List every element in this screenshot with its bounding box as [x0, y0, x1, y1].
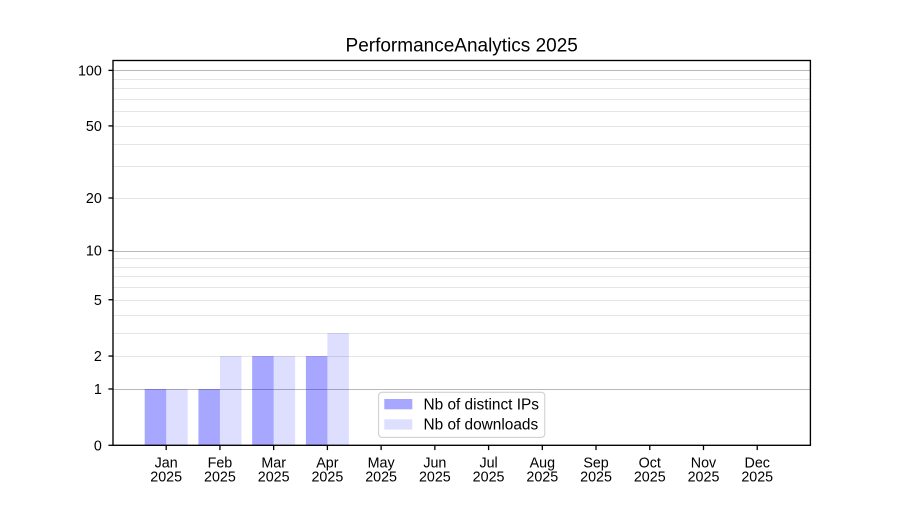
svg-text:0: 0	[94, 438, 102, 454]
svg-text:5: 5	[94, 293, 102, 309]
svg-text:2025: 2025	[365, 470, 397, 486]
svg-text:1: 1	[94, 382, 102, 398]
svg-text:Oct: Oct	[639, 456, 661, 472]
svg-text:2025: 2025	[473, 470, 505, 486]
svg-text:2025: 2025	[580, 470, 612, 486]
svg-text:2025: 2025	[741, 470, 773, 486]
svg-text:2: 2	[94, 349, 102, 365]
svg-text:Apr: Apr	[316, 456, 338, 472]
svg-text:Nb of distinct IPs: Nb of distinct IPs	[424, 396, 540, 413]
svg-text:2025: 2025	[311, 470, 343, 486]
svg-text:50: 50	[86, 119, 102, 135]
svg-text:100: 100	[78, 63, 102, 79]
svg-text:Dec: Dec	[745, 456, 770, 472]
svg-text:Nb of downloads: Nb of downloads	[424, 416, 539, 433]
svg-text:2025: 2025	[204, 470, 236, 486]
svg-text:Jul: Jul	[479, 456, 497, 472]
svg-text:May: May	[368, 456, 396, 472]
svg-text:2025: 2025	[526, 470, 558, 486]
svg-text:Feb: Feb	[208, 456, 233, 472]
svg-text:Jun: Jun	[423, 456, 446, 472]
svg-text:2025: 2025	[688, 470, 720, 486]
svg-text:Nov: Nov	[691, 456, 717, 472]
svg-text:10: 10	[86, 244, 102, 260]
svg-text:Jan: Jan	[155, 456, 178, 472]
svg-text:2025: 2025	[150, 470, 182, 486]
svg-text:Sep: Sep	[583, 456, 608, 472]
svg-text:2025: 2025	[634, 470, 666, 486]
svg-text:Mar: Mar	[261, 456, 286, 472]
svg-text:2025: 2025	[258, 470, 290, 486]
svg-text:2025: 2025	[419, 470, 451, 486]
svg-text:Aug: Aug	[530, 456, 555, 472]
svg-text:20: 20	[86, 191, 102, 207]
svg-text:PerformanceAnalytics 2025: PerformanceAnalytics 2025	[346, 36, 578, 57]
